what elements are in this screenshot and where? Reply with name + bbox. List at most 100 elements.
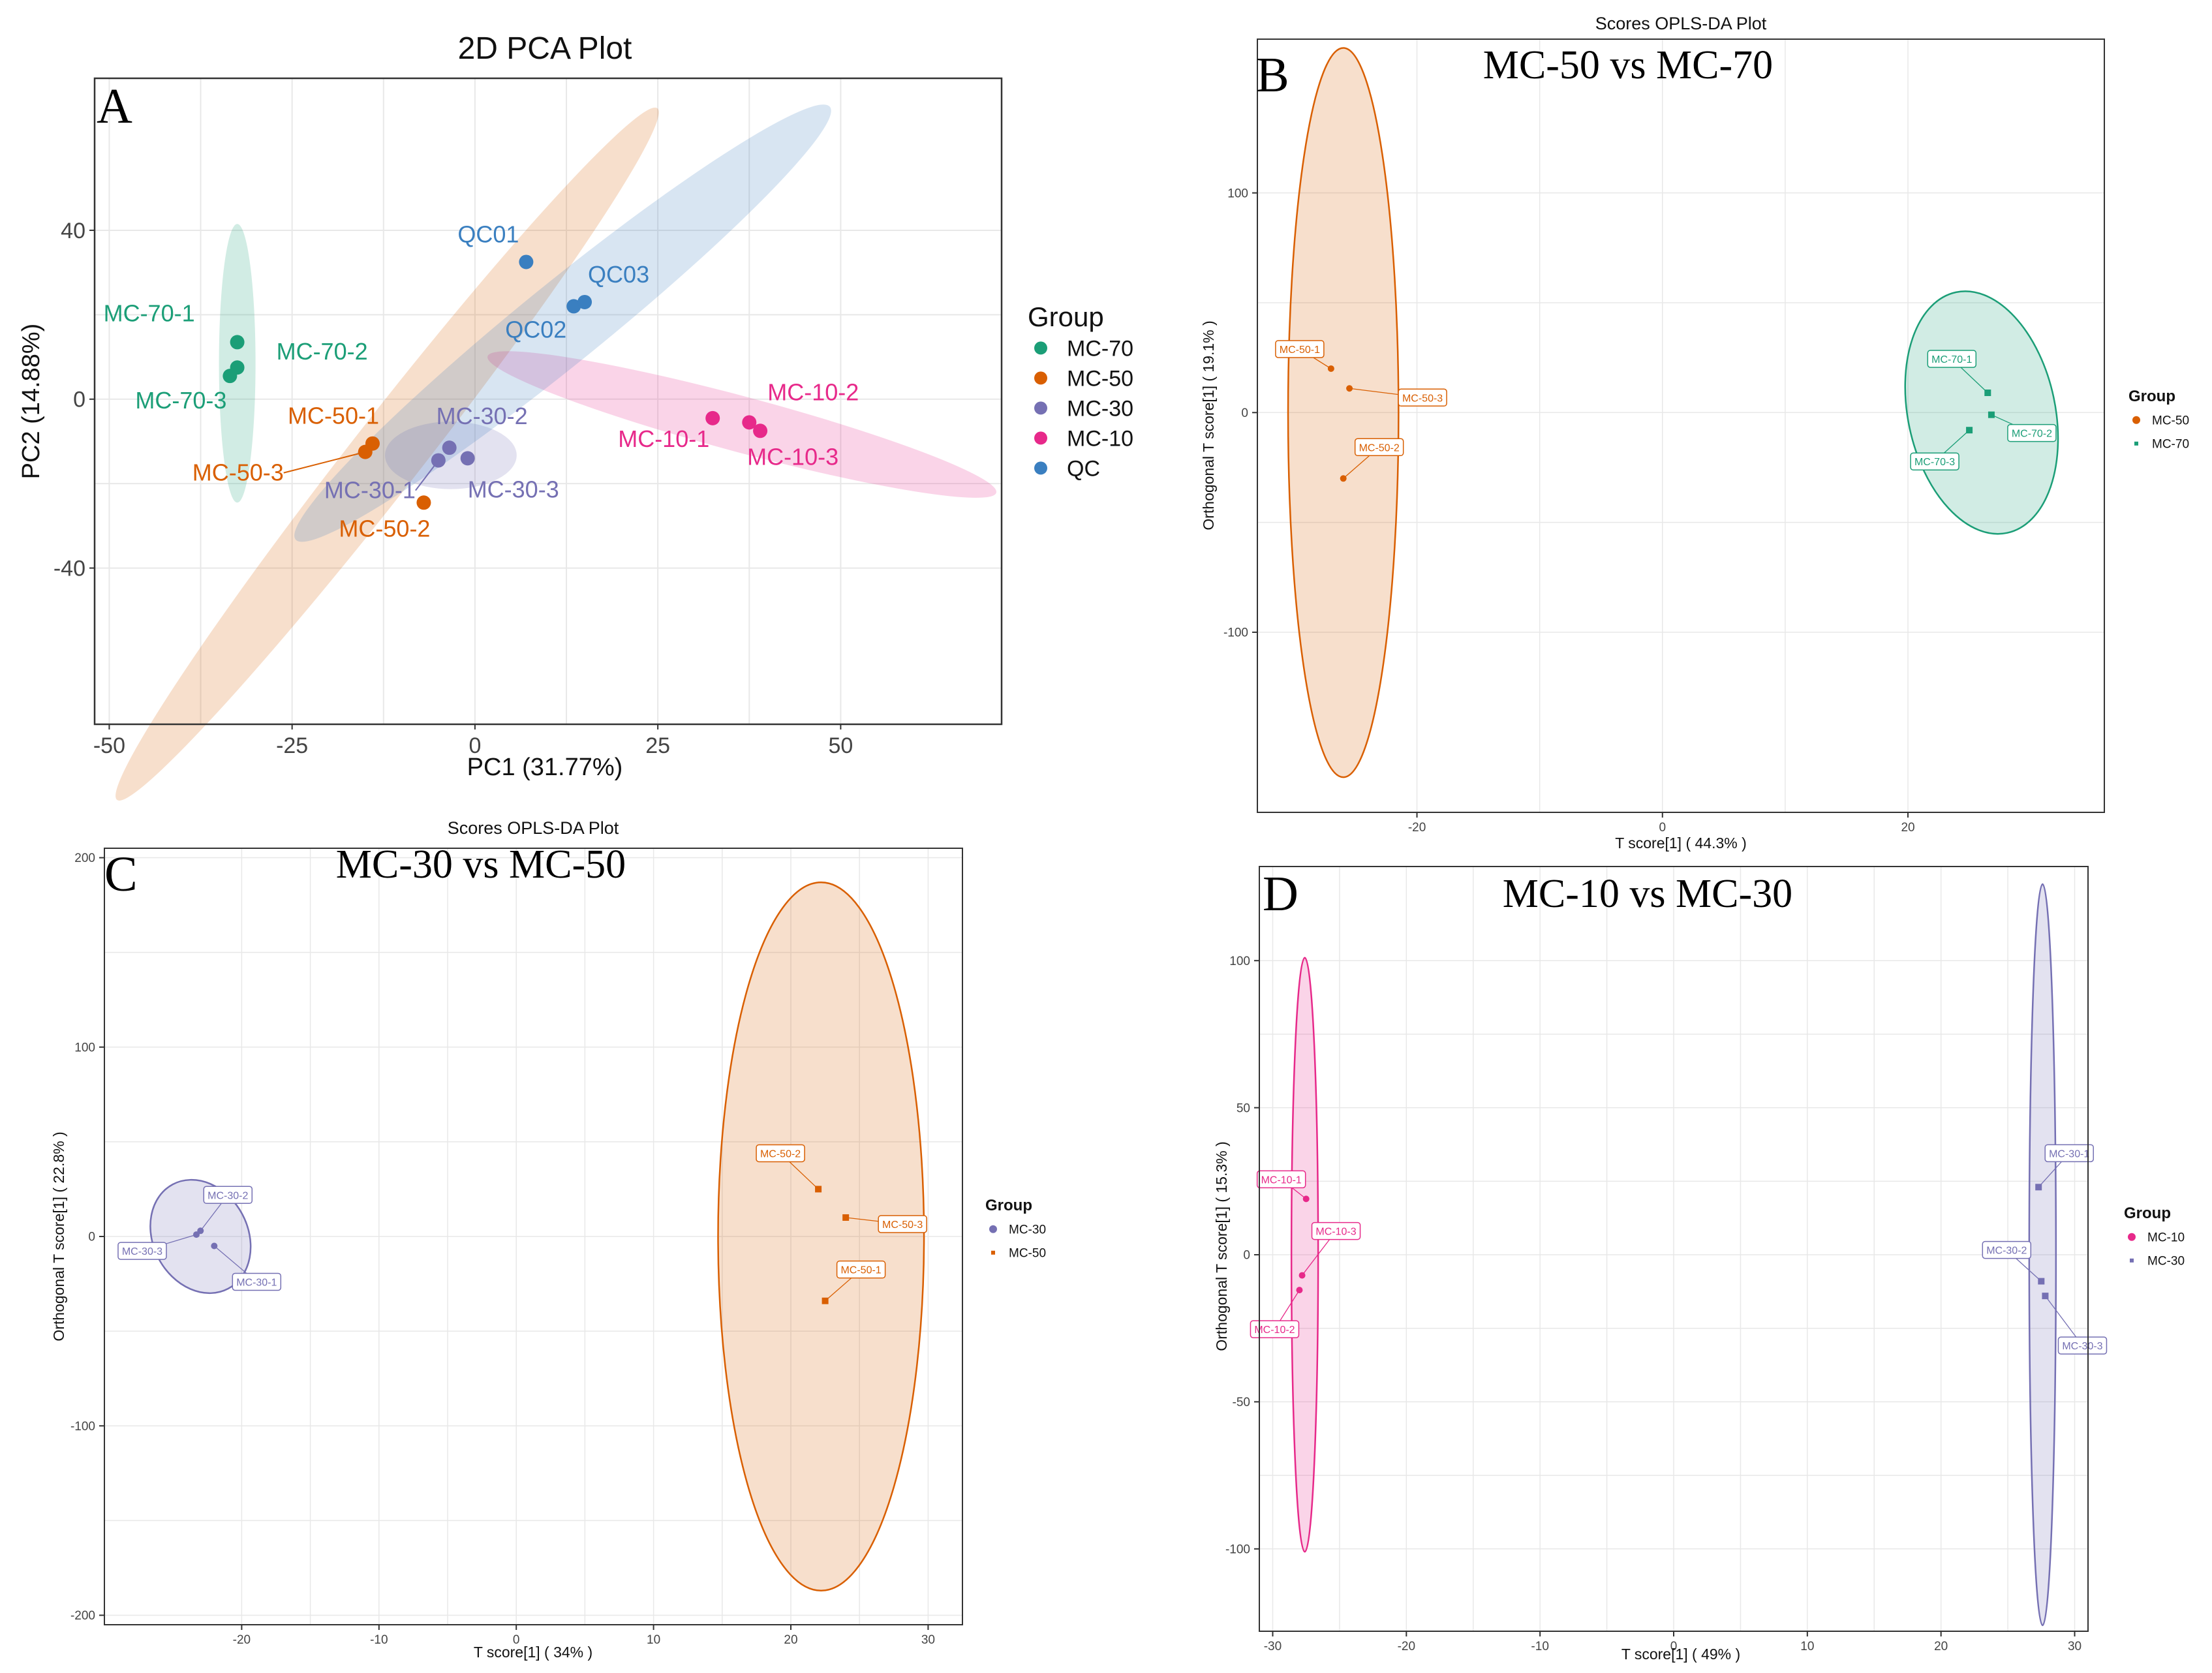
y-tick-label: 100 bbox=[1227, 187, 1248, 200]
label-mc-30-2: MC-30-2 bbox=[207, 1190, 248, 1201]
label-mc-70-1: MC-70-1 bbox=[104, 299, 195, 326]
y-tick-label: 200 bbox=[74, 852, 95, 865]
y-tick-label: -100 bbox=[1225, 1543, 1250, 1556]
label-box-mc-30-1 bbox=[232, 1272, 282, 1291]
label-box-mc-50-1 bbox=[836, 1260, 886, 1279]
legend-title: Group bbox=[2124, 1205, 2171, 1222]
label-box-mc-30-2 bbox=[1982, 1240, 2032, 1259]
ticks: -50 -25 0 25 50 40 0 -40 bbox=[54, 219, 853, 758]
label-mc-30-2: MC-30-2 bbox=[437, 403, 528, 429]
legend: Group MC-70 MC-50 MC-30 MC-10 QC bbox=[1028, 301, 1133, 482]
x-tick-label: -20 bbox=[1408, 821, 1426, 835]
ellipse-mc-50 bbox=[1287, 47, 1400, 778]
label-mc-50-2: MC-50-2 bbox=[339, 515, 430, 542]
legend-label-mc-30: MC-30 bbox=[2147, 1255, 2185, 1268]
label-mc-10-2: MC-10-2 bbox=[1254, 1325, 1295, 1336]
chart-subtitle: MC-30 vs MC-50 bbox=[336, 842, 626, 887]
point-mc-10-3 bbox=[753, 423, 768, 438]
label-mc-30-1: MC-30-1 bbox=[2049, 1148, 2089, 1159]
plot-frame bbox=[93, 77, 1003, 726]
y-axis-label: Orthogonal T score[1] ( 19.1% ) bbox=[1200, 320, 1217, 530]
label-mc-30-2: MC-30-2 bbox=[1986, 1246, 2027, 1257]
legend-title: Group bbox=[985, 1197, 1032, 1214]
legend: Group MC-30 MC-50 bbox=[985, 1197, 1046, 1261]
x-tick-label: 20 bbox=[1901, 821, 1914, 835]
legend-label-mc-70: MC-70 bbox=[2152, 438, 2189, 452]
panel-letter: D bbox=[1263, 867, 1298, 921]
chart-title: Scores OPLS-DA Plot bbox=[448, 818, 619, 838]
x-tick-label: 50 bbox=[828, 733, 853, 758]
y-tick-label: 0 bbox=[73, 388, 85, 412]
point-mc-70-3 bbox=[223, 369, 238, 384]
label-mc-10-3: MC-10-3 bbox=[1315, 1227, 1356, 1238]
x-tick-label: 30 bbox=[2068, 1640, 2081, 1653]
y-tick-label: 40 bbox=[61, 219, 85, 243]
y-tick-label: -50 bbox=[1233, 1396, 1250, 1409]
y-axis-label: Orthogonal T score[1] ( 22.8% ) bbox=[50, 1131, 67, 1341]
chart-subtitle: MC-10 vs MC-30 bbox=[1503, 872, 1792, 916]
y-tick-label: -100 bbox=[1223, 626, 1248, 640]
label-qc02: QC02 bbox=[505, 316, 566, 343]
x-tick-label: 0 bbox=[469, 733, 481, 758]
panel-letter: A bbox=[97, 79, 132, 134]
legend-key-mc-10 bbox=[1034, 431, 1047, 445]
label-mc-50-3: MC-50-3 bbox=[1402, 393, 1443, 404]
label-mc-10-1: MC-10-1 bbox=[1261, 1174, 1302, 1186]
label-mc-50-3: MC-50-3 bbox=[882, 1220, 923, 1231]
point-mc-10-2 bbox=[742, 415, 757, 430]
label-mc-10-3: MC-10-3 bbox=[747, 443, 838, 470]
legend-label-mc-70: MC-70 bbox=[1067, 337, 1133, 361]
label-mc-30-3: MC-30-3 bbox=[122, 1246, 162, 1257]
label-mc-50-2: MC-50-2 bbox=[760, 1148, 801, 1159]
panel-d: MC-10-1 MC-10-2 MC-10-3 MC-30-1 MC-30-2 MC-30… bbox=[1213, 866, 2185, 1663]
legend-title: Group bbox=[1028, 301, 1104, 332]
label-mc-10-1: MC-10-1 bbox=[618, 425, 709, 452]
label-box-mc-30-3 bbox=[2057, 1336, 2108, 1355]
x-tick-label: 10 bbox=[1800, 1640, 1814, 1653]
label-mc-50-1: MC-50-1 bbox=[1280, 345, 1320, 356]
y-tick-label: 0 bbox=[1243, 1249, 1250, 1263]
legend-key-mc-70 bbox=[1034, 341, 1047, 355]
label-box-mc-70-1 bbox=[1927, 350, 1977, 368]
panel-a: MC-70-1 MC-70-2 MC-70-3 MC-50-1 MC-50-2 MC-50… bbox=[18, 31, 1133, 801]
legend-key-qc bbox=[1034, 461, 1047, 475]
x-tick-label: 0 bbox=[1670, 1640, 1678, 1653]
leader-mc-30-1 bbox=[415, 459, 439, 491]
point-mc-50-2 bbox=[416, 495, 431, 510]
ellipse-mc-30 bbox=[2028, 883, 2057, 1627]
label-mc-30-3: MC-30-3 bbox=[2062, 1341, 2102, 1352]
ellipse-mc-50 bbox=[115, 107, 659, 801]
panel-letter: B bbox=[1256, 48, 1289, 102]
label-mc-30-1: MC-30-1 bbox=[324, 477, 416, 504]
x-tick-label: 20 bbox=[1934, 1640, 1948, 1653]
x-tick-label: -10 bbox=[370, 1633, 388, 1647]
label-box-mc-30-3 bbox=[117, 1242, 167, 1260]
label-box-mc-10-2 bbox=[1250, 1320, 1300, 1338]
ellipse-mc-50 bbox=[717, 881, 925, 1592]
legend-title: Group bbox=[2128, 388, 2175, 405]
legend-label-mc-10: MC-10 bbox=[2147, 1231, 2185, 1245]
legend-key-mc-30 bbox=[2130, 1258, 2134, 1263]
x-tick-label: 0 bbox=[513, 1633, 520, 1647]
point-qc03 bbox=[577, 294, 592, 309]
legend-key-mc-50 bbox=[991, 1250, 995, 1255]
x-axis-label: PC1 (31.77%) bbox=[467, 754, 623, 781]
legend-label-mc-50: MC-50 bbox=[1009, 1247, 1046, 1261]
label-mc-30-3: MC-30-3 bbox=[468, 476, 559, 502]
label-box-mc-70-2 bbox=[2007, 423, 2057, 442]
point-mc-10-1 bbox=[705, 410, 720, 425]
x-axis-label: T score[1] ( 49% ) bbox=[1621, 1646, 1740, 1663]
leader-mc-50-3 bbox=[283, 451, 366, 474]
gridlines bbox=[104, 848, 962, 1625]
chart-subtitle: MC-50 vs MC-70 bbox=[1483, 43, 1773, 87]
y-tick-label: -40 bbox=[54, 556, 85, 581]
x-axis-label: T score[1] ( 34% ) bbox=[474, 1644, 592, 1661]
label-box-mc-30-1 bbox=[2044, 1144, 2094, 1163]
y-tick-label: -200 bbox=[70, 1609, 95, 1623]
gridlines bbox=[95, 78, 1002, 724]
legend: Group MC-50 MC-70 bbox=[2128, 388, 2189, 452]
y-axis-label: PC2 (14.88%) bbox=[18, 324, 45, 480]
plot-background bbox=[95, 78, 1002, 724]
